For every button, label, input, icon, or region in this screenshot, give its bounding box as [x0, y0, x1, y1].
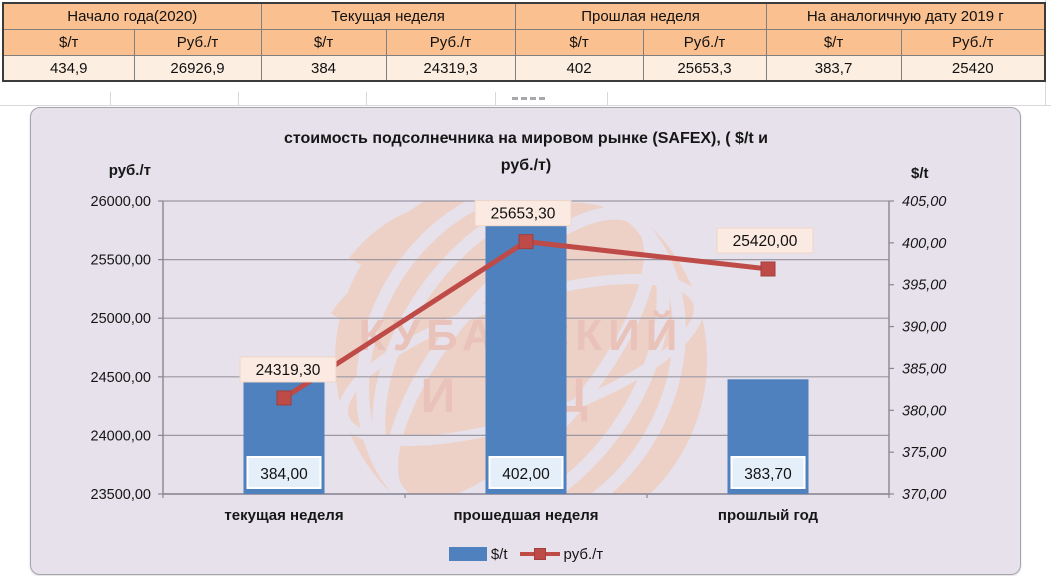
- table-subheader[interactable]: Руб./т: [133, 29, 262, 56]
- category-label-3: прошлый год: [718, 507, 819, 524]
- sheet-gridline: [238, 92, 239, 105]
- sheet-gridline: [495, 92, 496, 105]
- sheet-gridline: [110, 92, 111, 105]
- chart-title-line2: руб./т): [500, 157, 552, 174]
- table-group-header-current-week[interactable]: Текущая неделя: [260, 2, 516, 30]
- table-value-cell[interactable]: 24319,3: [385, 55, 516, 82]
- line-marker-1[interactable]: [276, 390, 292, 406]
- legend-bar-swatch-icon: [448, 547, 487, 561]
- right-axis-tick-label: 370,00: [902, 487, 946, 503]
- price-chart[interactable]: КУБАНСКИЙИКЦ26000,0025500,0025000,002450…: [30, 107, 1021, 575]
- bar-value-label: 383,70: [744, 466, 792, 483]
- table-value-cell[interactable]: 384: [260, 55, 387, 82]
- chart-title-line1: стоимость подсолнечника на мировом рынке…: [283, 130, 768, 147]
- right-axis-tick-label: 385,00: [902, 361, 946, 377]
- table-value-cell[interactable]: 25420: [900, 55, 1046, 82]
- summary-table: Начало года(2020) Текущая неделя Прошлая…: [2, 2, 1047, 82]
- line-value-label-box: [716, 227, 814, 254]
- line-value-label: 25653,30: [491, 206, 556, 223]
- watermark-leaf: [349, 201, 460, 284]
- bar-2[interactable]: [485, 226, 567, 494]
- table-value-cell[interactable]: 434,9: [2, 55, 135, 82]
- category-label-1: текущая неделя: [224, 507, 343, 524]
- line-marker-3[interactable]: [760, 261, 776, 277]
- right-axis-tick-label: 405,00: [902, 194, 946, 210]
- legend-label-dollar: $/t: [490, 545, 508, 563]
- table-group-header-year-start[interactable]: Начало года(2020): [2, 2, 262, 30]
- table-subheader[interactable]: $/т: [2, 29, 135, 56]
- right-axis-tick-label: 395,00: [902, 278, 946, 294]
- sheet-gridline: [366, 92, 367, 105]
- page-break-dashes-artifact: [512, 97, 545, 100]
- chart-legend[interactable]: $/t руб./т: [163, 544, 889, 564]
- chart-title: стоимость подсолнечника на мировом рынке…: [163, 125, 889, 179]
- right-axis-tick-label: 375,00: [902, 445, 946, 461]
- sheet-gridline: [0, 105, 1051, 106]
- table-value-cell[interactable]: 25653,3: [642, 55, 767, 82]
- left-axis-tick-label: 23500,00: [91, 487, 151, 503]
- left-axis-title: руб./т: [108, 162, 151, 179]
- table-subheader[interactable]: Руб./т: [900, 29, 1046, 56]
- line-value-label-box: [239, 356, 337, 383]
- bar-value-label: 402,00: [502, 466, 550, 483]
- bar-value-label-box: [246, 456, 322, 489]
- left-axis-tick-label: 25500,00: [91, 253, 151, 269]
- left-axis-tick-label: 24500,00: [91, 370, 151, 386]
- table-subheader[interactable]: Руб./т: [642, 29, 767, 56]
- right-axis-tick-label: 390,00: [902, 320, 946, 336]
- chart-plot-area[interactable]: КУБАНСКИЙИКЦ26000,0025500,0025000,002450…: [31, 108, 1017, 570]
- line-value-label: 24319,30: [256, 362, 321, 379]
- right-axis-tick-label: 400,00: [902, 236, 946, 252]
- left-axis-tick-label: 24000,00: [91, 428, 151, 444]
- bar-value-label: 384,00: [260, 466, 308, 483]
- table-value-cell[interactable]: 383,7: [765, 55, 902, 82]
- line-value-label: 25420,00: [733, 233, 798, 250]
- bar-value-label-box: [488, 456, 564, 489]
- line-value-label-box: [474, 200, 572, 227]
- table-subheader[interactable]: $/т: [260, 29, 387, 56]
- right-axis-tick-label: 380,00: [902, 403, 946, 419]
- legend-label-rub: руб./т: [563, 545, 604, 563]
- table-subheader[interactable]: $/т: [514, 29, 644, 56]
- table-value-cell[interactable]: 26926,9: [133, 55, 262, 82]
- legend-line-swatch-icon: [519, 547, 560, 561]
- sheet-gridline: [607, 92, 608, 105]
- table-group-header-same-date-2019[interactable]: На аналогичную дату 2019 г: [765, 2, 1046, 30]
- table-subheader[interactable]: $/т: [765, 29, 902, 56]
- line-marker-2[interactable]: [518, 234, 534, 250]
- bar-value-label-box: [730, 456, 806, 489]
- table-subheader[interactable]: Руб./т: [385, 29, 516, 56]
- category-label-2: прошедшая неделя: [453, 507, 598, 524]
- left-axis-tick-label: 26000,00: [91, 194, 151, 210]
- left-axis-tick-label: 25000,00: [91, 311, 151, 327]
- table-value-cell[interactable]: 402: [514, 55, 644, 82]
- right-axis-title: $/t: [911, 165, 929, 182]
- table-group-header-last-week[interactable]: Прошлая неделя: [514, 2, 767, 30]
